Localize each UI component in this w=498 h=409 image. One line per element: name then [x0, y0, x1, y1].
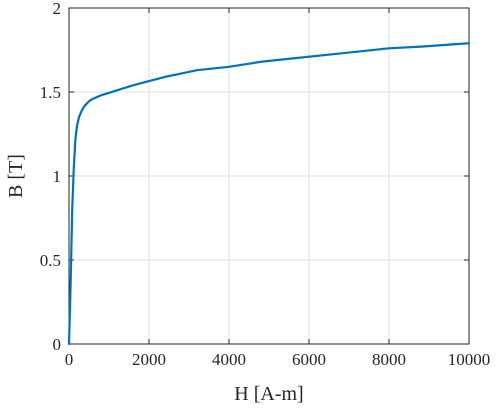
y-tick-label: 1.5 [40, 83, 61, 102]
y-tick-label: 2 [53, 0, 62, 18]
y-axis-label: B [T] [5, 154, 27, 198]
x-axis-label: H [A-m] [234, 383, 303, 405]
y-tick-label: 0 [53, 335, 62, 354]
x-tick-label: 10000 [448, 350, 491, 369]
y-tick-labels: 0 0.5 1 1.5 2 [40, 0, 61, 354]
bh-curve-line [67, 42, 471, 346]
y-tick-label: 0.5 [40, 251, 61, 270]
x-tick-label: 4000 [212, 350, 246, 369]
series-group [67, 42, 471, 346]
grid [69, 8, 469, 344]
x-tick-labels: 0 2000 4000 6000 8000 10000 [65, 350, 491, 369]
x-tick-label: 0 [65, 350, 74, 369]
y-tick-label: 1 [53, 167, 62, 186]
x-tick-label: 2000 [132, 350, 166, 369]
x-tick-label: 8000 [372, 350, 406, 369]
x-tick-label: 6000 [292, 350, 326, 369]
